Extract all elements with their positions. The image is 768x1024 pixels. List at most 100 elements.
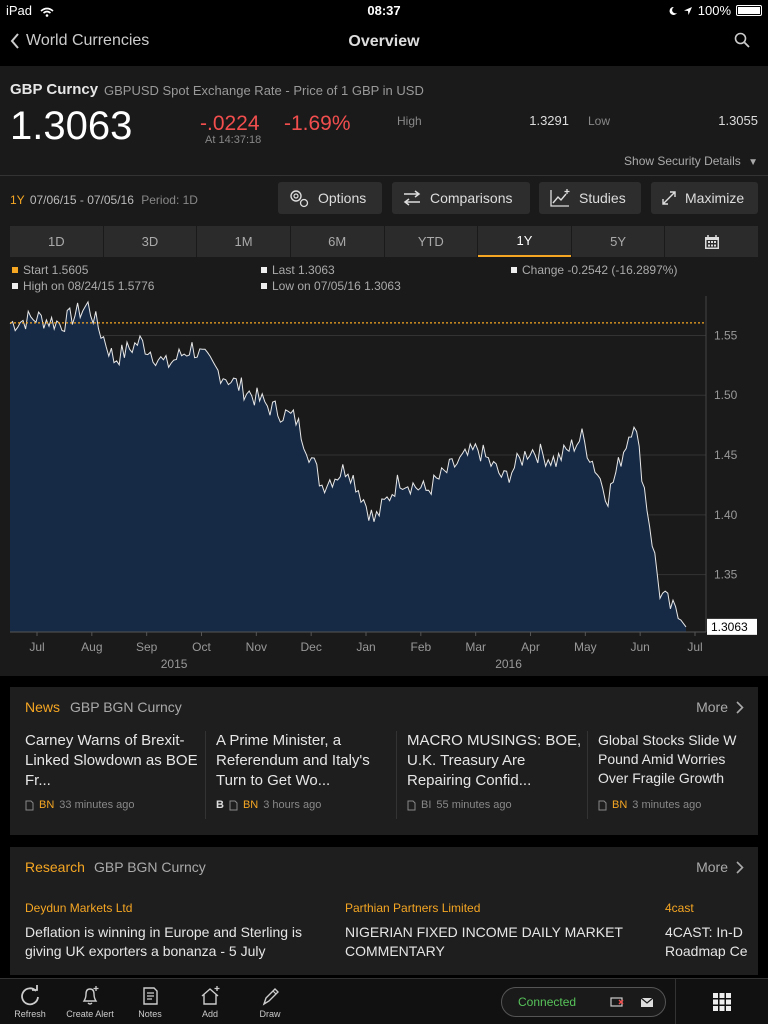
stat-last: Last 1.3063 [261,263,335,277]
high-value: 1.3291 [529,113,569,128]
connection-status[interactable]: Connected [501,987,666,1017]
notes-button[interactable]: Notes [120,985,180,1019]
news-item[interactable]: MACRO MUSINGS: BOE, U.K. Treasury Are Re… [407,731,587,827]
news-meta: BN 33 minutes ago [25,799,205,811]
bell-plus-icon [82,986,99,1005]
news-headline: Carney Warns of Brexit-Linked Slowdown a… [25,732,198,789]
x-tick-label: Dec [300,640,321,654]
search-button[interactable] [734,32,750,53]
search-icon [734,32,750,48]
options-button[interactable]: Options [278,182,382,214]
stat-last-text: Last 1.3063 [272,263,335,277]
research-item[interactable]: 4cast 4CAST: In-D Roadmap Ce [665,901,755,961]
stat-start: Start 1.5605 [12,263,88,277]
calendar-icon [704,234,719,249]
stat-high-text: High on 08/24/15 1.5776 [23,279,155,293]
research-item[interactable]: Deydun Markets Ltd Deflation is winning … [25,901,325,961]
news-source: BN [242,799,259,811]
low-marker-icon [261,283,267,289]
research-item[interactable]: Parthian Partners Limited NIGERIAN FIXED… [345,901,645,961]
nav-bar: World Currencies Overview [0,22,768,66]
studies-label: Studies [579,190,626,206]
research-source: 4cast [665,901,694,915]
tab-ytd[interactable]: YTD [384,226,478,257]
news-section: News GBP BGN Curncy More Carney Warns of… [10,687,758,835]
gear-icon [290,190,309,208]
chart-plus-icon [550,189,570,207]
news-flag: B [216,799,224,811]
high-label: High [397,114,422,128]
news-headline: MACRO MUSINGS: BOE, U.K. Treasury Are Re… [407,732,582,789]
research-source: Parthian Partners Limited [345,901,481,915]
y-tick-label: 1.45 [714,448,738,462]
news-more-button[interactable]: More [696,699,744,715]
news-subtitle: GBP BGN Curncy [70,699,182,715]
tab-1d[interactable]: 1D [10,226,103,257]
back-button[interactable]: World Currencies [10,32,149,50]
news-headline: A Prime Minister, a Referendum and Italy… [216,732,370,789]
news-meta: BN 3 minutes ago [598,799,756,811]
range-dates: 07/06/15 - 07/05/16 [29,193,134,207]
news-time: 55 minutes ago [436,799,512,811]
last-marker-icon [261,267,267,273]
research-more-button[interactable]: More [696,859,744,875]
refresh-button[interactable]: Refresh [0,985,60,1019]
chart-section: 1Y 07/06/15 - 07/05/16 Period: 1D Option… [0,176,768,676]
research-headline: NIGERIAN FIXED INCOME DAILY MARKET COMME… [345,924,623,959]
tab-5y[interactable]: 5Y [571,226,665,257]
chevron-right-icon [736,860,744,874]
add-button[interactable]: Add [180,985,240,1019]
tab-3d[interactable]: 3D [103,226,197,257]
price-chart[interactable]: 1.55 1.50 1.45 1.40 1.35 Jul Aug Sep Oct Nov Dec Ja… [0,296,768,676]
x-tick-label: Apr [521,640,540,654]
page-title: Overview [348,33,420,50]
draw-label: Draw [259,1009,281,1019]
location-icon [683,6,692,15]
research-section: Research GBP BGN Curncy More Deydun Mark… [10,847,758,975]
news-headline: Global Stocks Slide W Pound Amid Worries… [598,731,756,793]
research-title: Research [25,859,85,875]
x-tick-label: May [574,640,597,654]
x-tick-label: Jul [687,640,702,654]
comparisons-label: Comparisons [430,190,513,206]
research-subtitle: GBP BGN Curncy [94,859,206,875]
maximize-button[interactable]: Maximize [651,182,758,214]
show-security-details[interactable]: Show Security Details ▼ [624,154,758,168]
create-alert-button[interactable]: Create Alert [60,985,120,1019]
comparisons-button[interactable]: Comparisons [392,182,530,214]
stat-high: High on 08/24/15 1.5776 [12,279,154,293]
low-value: 1.3055 [718,113,758,128]
launchpad-button[interactable] [675,979,768,1024]
status-right: 100% [668,3,762,18]
tab-1m[interactable]: 1M [197,226,290,257]
research-more-label: More [696,859,728,875]
news-item[interactable]: A Prime Minister, a Referendum and Italy… [216,731,396,827]
x-tick-label: Sep [136,640,158,654]
document-icon [229,800,238,810]
status-left: iPad [6,3,54,18]
studies-button[interactable]: Studies [539,182,641,214]
tab-1y[interactable]: 1Y [478,226,571,257]
y-tick-label: 1.40 [714,508,738,522]
device-name: iPad [6,3,33,18]
news-item[interactable]: Global Stocks Slide W Pound Amid Worries… [598,731,756,827]
change-marker-icon [511,267,517,273]
news-item[interactable]: Carney Warns of Brexit-Linked Slowdown a… [25,731,205,827]
range-code: 1Y [10,193,25,207]
year-label: 2015 [161,657,188,671]
period-tabs: 1D 3D 1M 6M YTD 1Y 5Y [10,226,758,257]
envelope-icon [640,997,654,1007]
show-details-label: Show Security Details [624,154,741,168]
news-meta: B BN 3 hours ago [216,799,396,811]
battery-icon [736,5,762,16]
tab-6m[interactable]: 6M [290,226,384,257]
y-tick-label: 1.35 [714,568,738,582]
change-percent: -1.69% [284,112,351,135]
start-marker-icon [12,267,18,273]
draw-button[interactable]: Draw [240,985,300,1019]
tab-calendar[interactable] [665,226,758,257]
x-tick-label: Nov [246,640,267,654]
research-headline: 4CAST: In-D Roadmap Ce [665,924,748,959]
security-header: GBP Curncy GBPUSD Spot Exchange Rate - P… [0,66,768,176]
refresh-label: Refresh [14,1009,46,1019]
